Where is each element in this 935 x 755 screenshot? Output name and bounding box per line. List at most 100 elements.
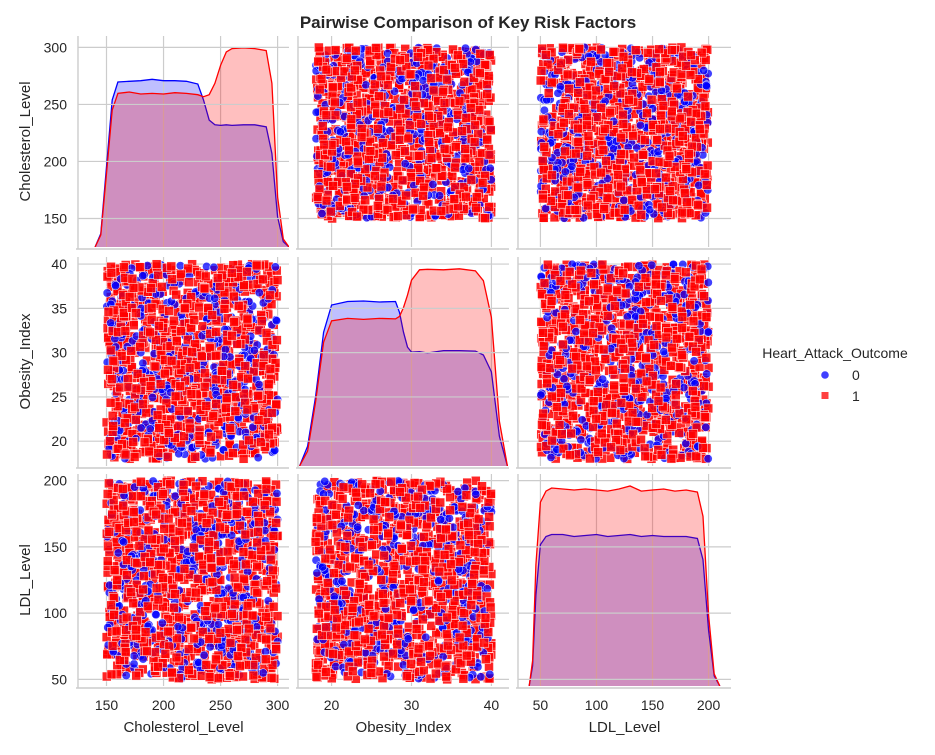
point-outcome-1: [451, 142, 460, 151]
point-outcome-1: [396, 104, 405, 113]
point-outcome-1: [221, 403, 230, 412]
point-outcome-1: [425, 112, 434, 121]
point-outcome-1: [366, 147, 375, 156]
point-outcome-1: [218, 366, 227, 375]
point-outcome-1: [185, 278, 194, 287]
point-outcome-1: [244, 436, 253, 445]
point-outcome-1: [614, 171, 623, 180]
point-outcome-1: [605, 67, 614, 76]
point-outcome-1: [575, 45, 584, 54]
point-outcome-1: [344, 146, 353, 155]
point-outcome-1: [266, 364, 275, 373]
y-tick-label: 300: [44, 39, 68, 55]
point-outcome-0: [318, 209, 326, 217]
point-outcome-1: [603, 184, 612, 193]
point-outcome-1: [609, 47, 618, 56]
point-outcome-1: [353, 98, 362, 107]
point-outcome-1: [119, 308, 128, 317]
point-outcome-1: [314, 57, 323, 66]
point-outcome-1: [383, 81, 392, 90]
point-outcome-1: [662, 173, 671, 182]
point-outcome-1: [544, 89, 553, 98]
point-outcome-1: [147, 284, 156, 293]
point-outcome-1: [419, 99, 428, 108]
point-outcome-1: [701, 102, 710, 111]
point-outcome-1: [117, 352, 126, 361]
point-outcome-1: [576, 167, 585, 176]
point-outcome-1: [583, 91, 592, 100]
point-outcome-1: [600, 204, 609, 213]
point-outcome-1: [151, 362, 160, 371]
point-outcome-1: [425, 138, 434, 147]
point-outcome-1: [640, 136, 649, 145]
point-outcome-1: [617, 133, 626, 142]
point-outcome-1: [357, 133, 366, 142]
point-outcome-1: [186, 424, 195, 433]
point-outcome-1: [264, 430, 273, 439]
point-outcome-1: [320, 140, 329, 149]
point-outcome-0: [139, 359, 147, 367]
point-outcome-1: [440, 144, 449, 153]
point-outcome-1: [682, 61, 691, 70]
y-tick-label: 35: [51, 300, 67, 316]
point-outcome-1: [429, 86, 438, 95]
point-outcome-1: [395, 135, 404, 144]
point-outcome-1: [231, 407, 240, 416]
point-outcome-1: [116, 383, 125, 392]
point-outcome-1: [337, 169, 346, 178]
point-outcome-1: [377, 182, 386, 191]
point-outcome-1: [694, 201, 703, 210]
point-outcome-1: [637, 210, 646, 219]
point-outcome-1: [600, 125, 609, 134]
point-outcome-1: [331, 46, 340, 55]
point-outcome-1: [371, 80, 380, 89]
point-outcome-1: [171, 392, 180, 401]
point-outcome-1: [480, 60, 489, 69]
point-outcome-1: [682, 165, 691, 174]
point-outcome-1: [106, 398, 115, 407]
point-outcome-1: [618, 64, 627, 73]
point-outcome-1: [458, 127, 467, 136]
point-outcome-1: [547, 78, 556, 87]
point-outcome-1: [587, 57, 596, 66]
point-outcome-1: [129, 321, 138, 330]
point-outcome-1: [658, 203, 667, 212]
point-outcome-1: [406, 70, 415, 79]
point-outcome-1: [129, 437, 138, 446]
point-outcome-1: [384, 108, 393, 117]
y-tick-label: 30: [51, 345, 67, 361]
point-outcome-1: [472, 203, 481, 212]
point-outcome-1: [470, 138, 479, 147]
point-outcome-1: [139, 400, 148, 409]
point-outcome-1: [695, 125, 704, 134]
point-outcome-1: [389, 194, 398, 203]
point-outcome-1: [167, 262, 176, 271]
point-outcome-1: [176, 382, 185, 391]
point-outcome-1: [156, 380, 165, 389]
point-outcome-1: [353, 212, 362, 221]
point-outcome-0: [271, 263, 279, 271]
point-outcome-1: [128, 274, 137, 283]
point-outcome-0: [465, 164, 473, 172]
point-outcome-1: [563, 191, 572, 200]
point-outcome-1: [645, 75, 654, 84]
point-outcome-1: [455, 97, 464, 106]
point-outcome-1: [564, 110, 573, 119]
point-outcome-1: [200, 382, 209, 391]
point-outcome-1: [459, 59, 468, 68]
point-outcome-1: [313, 192, 322, 201]
point-outcome-1: [636, 166, 645, 175]
point-outcome-1: [254, 416, 263, 425]
point-outcome-1: [200, 284, 209, 293]
point-outcome-1: [154, 270, 163, 279]
point-outcome-1: [167, 356, 176, 365]
point-outcome-1: [481, 214, 490, 223]
point-outcome-1: [154, 449, 163, 458]
point-outcome-1: [155, 424, 164, 433]
point-outcome-1: [539, 213, 548, 222]
point-outcome-1: [106, 437, 115, 446]
point-outcome-1: [357, 124, 366, 133]
point-outcome-1: [655, 124, 664, 133]
